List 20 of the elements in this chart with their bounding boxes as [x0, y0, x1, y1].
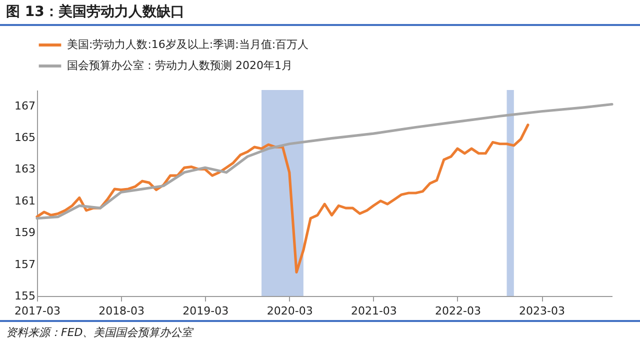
x-tick-label: 2019-03 — [182, 304, 229, 318]
y-tick-label: 159 — [14, 226, 36, 240]
x-tick-label: 2023-03 — [519, 304, 566, 318]
legend-label: 美国:劳动力人数:16岁及以上:季调:当月值:百万人 — [67, 38, 309, 51]
text: 资料来源：FED、美国国会预算办公室 — [0, 320, 640, 343]
y-tick-label: 165 — [14, 131, 36, 144]
x-tick-label: 2021-03 — [350, 304, 397, 318]
line-series — [36, 124, 530, 274]
y-tick-label: 157 — [14, 258, 36, 271]
y-tick-label: 161 — [14, 194, 36, 208]
y-tick-label: 163 — [14, 162, 36, 176]
y-tick-label: 167 — [14, 99, 36, 112]
y-tick-label: 155 — [14, 290, 36, 302]
x-tick-label: 2018-03 — [98, 304, 145, 318]
legend-label: 国会预算办公室：劳动力人数预测 2020年1月 — [67, 59, 292, 72]
chart-title: 图 13：美国劳动力人数缺口 — [0, 0, 640, 26]
x-tick-label: 2022-03 — [435, 304, 481, 318]
x-tick-label: 2017-03 — [14, 304, 60, 318]
line-series — [36, 102, 614, 220]
x-tick-label: 2020-03 — [266, 304, 313, 318]
